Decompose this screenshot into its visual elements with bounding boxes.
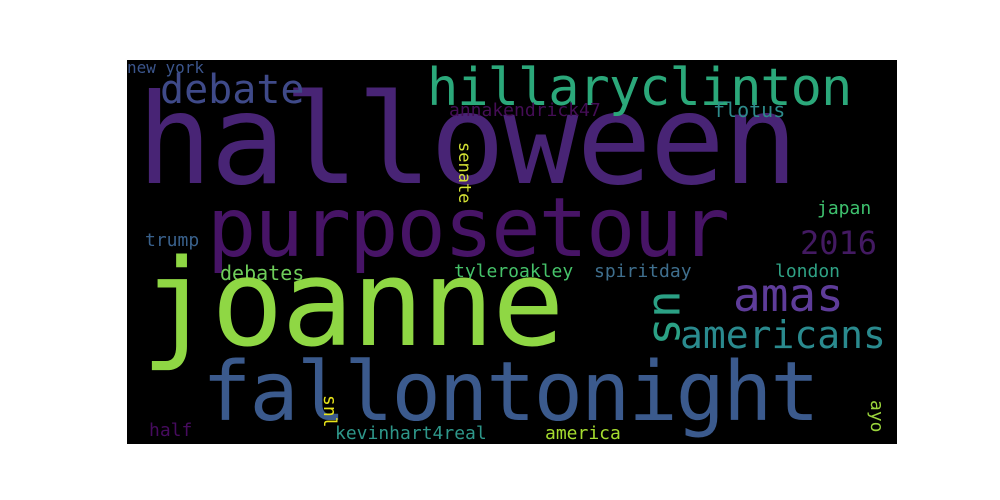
word-americans: americans [680, 313, 886, 357]
word-flotus: flotus [713, 98, 786, 122]
word-kevinhart4real: kevinhart4real [335, 423, 487, 444]
word-joanne: joanne [141, 235, 564, 374]
word-senate: senate [454, 142, 474, 204]
word-snl: snl [319, 395, 340, 428]
word-trump: trump [145, 230, 200, 251]
word-2016: 2016 [800, 224, 878, 262]
word-japan: japan [817, 198, 872, 219]
word-tyleroakley: tyleroakley [454, 261, 574, 282]
word-annakendrick47: annakendrick47 [449, 100, 601, 121]
word-america: america [545, 423, 621, 444]
word-fallontonight: fallontonight [202, 345, 820, 440]
word-us: us [643, 290, 697, 346]
word-hillaryclinton: hillaryclinton [427, 60, 852, 118]
word-half: half [149, 420, 193, 441]
word-debates: debates [220, 261, 305, 285]
word-new-york: new york [127, 60, 205, 77]
word-cloud: halloween debate new york hillaryclinton… [127, 60, 897, 444]
word-purposetour: purposetour [207, 181, 730, 276]
word-spiritday: spiritday [594, 261, 692, 282]
word-debate: debate [160, 67, 305, 113]
word-london: london [775, 261, 841, 282]
word-amas: amas [733, 268, 844, 322]
word-ayo: ayo [866, 400, 887, 433]
word-halloween: halloween [137, 68, 798, 213]
